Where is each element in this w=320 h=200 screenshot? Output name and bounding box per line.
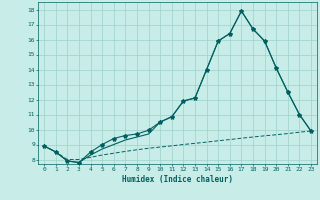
X-axis label: Humidex (Indice chaleur): Humidex (Indice chaleur) <box>122 175 233 184</box>
